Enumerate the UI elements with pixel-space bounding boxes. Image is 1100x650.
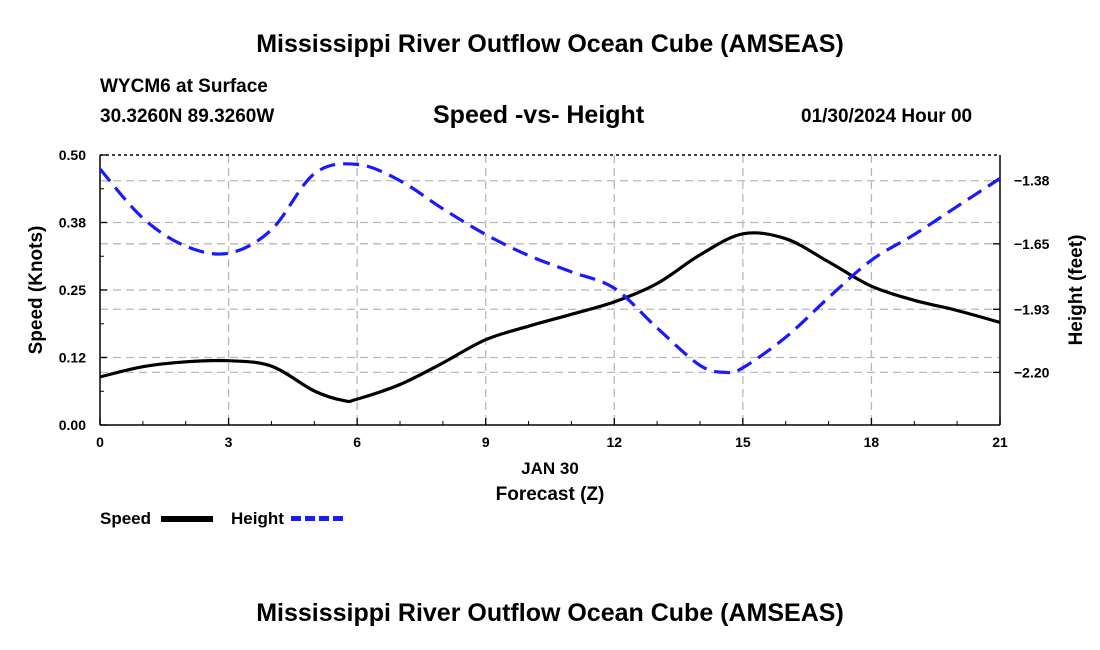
x-axis-label: Forecast (Z)	[496, 484, 605, 505]
y2-tick-label: −1.93	[1014, 301, 1050, 317]
station-label: WYCM6 at Surface	[100, 76, 268, 97]
speed-series-line	[99, 231, 1001, 404]
chart-title: Mississippi River Outflow Ocean Cube (AM…	[256, 30, 844, 58]
y-tick-label: 0.38	[59, 215, 86, 231]
y-tick-label: 0.25	[59, 282, 86, 298]
legend-height-swatch	[291, 516, 343, 521]
x-tick-label: 12	[606, 434, 622, 450]
x-tick-label: 6	[353, 434, 361, 450]
y2-tick-label: −1.38	[1014, 173, 1050, 189]
chart-subtitle: Speed -vs- Height	[433, 101, 645, 129]
y-tick-label: 0.12	[59, 350, 86, 366]
legend-height-label: Height	[231, 509, 284, 528]
y2-tick-label: −1.65	[1014, 236, 1050, 252]
x-tick-label: 0	[96, 434, 104, 450]
legend-speed-label: Speed	[100, 509, 152, 528]
y-axis-label: Speed (Knots)	[26, 226, 47, 355]
x-tick-label: 21	[992, 434, 1008, 450]
y-tick-label: 0.00	[59, 417, 86, 433]
legend-speed-swatch	[161, 516, 213, 522]
y2-axis-label: Height (feet)	[1066, 235, 1087, 346]
height-series-line	[98, 162, 1001, 375]
coordinates-label: 30.3260N 89.3260W	[100, 106, 275, 127]
x-tick-label: 15	[735, 434, 751, 450]
x-axis-sublabel: JAN 30	[521, 459, 579, 478]
y2-tick-label: −2.20	[1014, 364, 1050, 380]
x-tick-label: 18	[864, 434, 880, 450]
y-tick-label: 0.50	[59, 147, 86, 163]
x-tick-label: 9	[482, 434, 490, 450]
x-tick-label: 3	[225, 434, 233, 450]
footer-title: Mississippi River Outflow Ocean Cube (AM…	[256, 599, 844, 627]
forecast-datetime: 01/30/2024 Hour 00	[801, 106, 973, 127]
